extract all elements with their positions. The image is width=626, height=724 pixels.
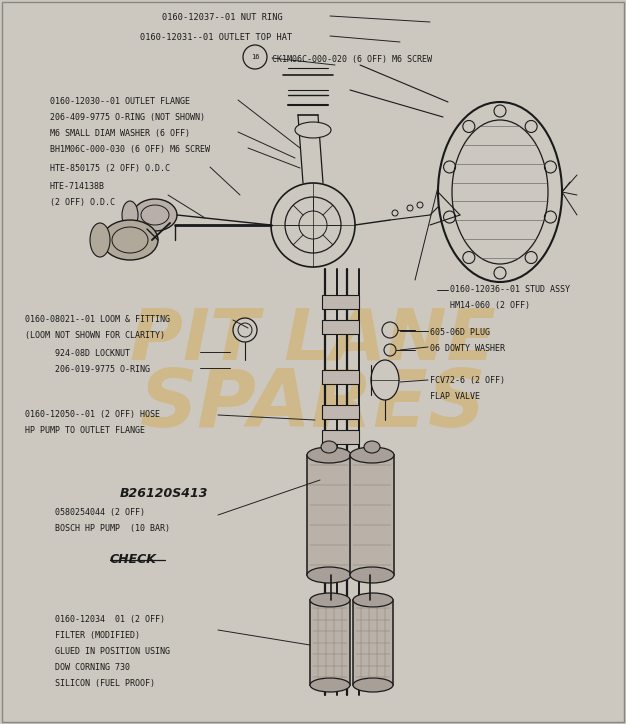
- Ellipse shape: [353, 593, 393, 607]
- Ellipse shape: [371, 360, 399, 400]
- Circle shape: [233, 318, 257, 342]
- Text: CK1M06C-000-020 (6 OFF) M6 SCREW: CK1M06C-000-020 (6 OFF) M6 SCREW: [272, 55, 432, 64]
- Bar: [322, 405, 359, 419]
- Text: HP PUMP TO OUTLET FLANGE: HP PUMP TO OUTLET FLANGE: [25, 426, 145, 435]
- Ellipse shape: [102, 220, 158, 260]
- Text: B26120S413: B26120S413: [120, 487, 208, 500]
- Text: HTE-714138B: HTE-714138B: [50, 182, 105, 191]
- Text: 206-409-9775 O-RING (NOT SHOWN): 206-409-9775 O-RING (NOT SHOWN): [50, 113, 205, 122]
- Text: PIT LANE: PIT LANE: [130, 306, 496, 375]
- Bar: [350, 455, 394, 575]
- Ellipse shape: [438, 102, 562, 282]
- Ellipse shape: [310, 678, 350, 692]
- Bar: [322, 295, 359, 309]
- Text: SPARES: SPARES: [140, 366, 486, 445]
- Bar: [322, 430, 359, 444]
- Ellipse shape: [122, 201, 138, 229]
- Text: 924-08D LOCKNUT: 924-08D LOCKNUT: [55, 349, 130, 358]
- Text: CHECK: CHECK: [110, 553, 157, 566]
- Ellipse shape: [133, 199, 177, 231]
- Text: FILTER (MODIFIED): FILTER (MODIFIED): [55, 631, 140, 640]
- Text: 0580254044 (2 OFF): 0580254044 (2 OFF): [55, 508, 145, 517]
- Text: FLAP VALVE: FLAP VALVE: [430, 392, 480, 401]
- Circle shape: [271, 183, 355, 267]
- Ellipse shape: [307, 447, 351, 463]
- Ellipse shape: [353, 678, 393, 692]
- Bar: [322, 320, 359, 334]
- Text: SILICON (FUEL PROOF): SILICON (FUEL PROOF): [55, 679, 155, 688]
- Text: (LOOM NOT SHOWN FOR CLARITY): (LOOM NOT SHOWN FOR CLARITY): [25, 331, 165, 340]
- Text: FCV72-6 (2 OFF): FCV72-6 (2 OFF): [430, 376, 505, 385]
- Text: (2 OFF) O.D.C: (2 OFF) O.D.C: [50, 198, 115, 207]
- Text: 0160-12050--01 (2 OFF) HOSE: 0160-12050--01 (2 OFF) HOSE: [25, 410, 160, 419]
- Ellipse shape: [321, 441, 337, 453]
- Text: 0160-08021--01 LOOM & FITTING: 0160-08021--01 LOOM & FITTING: [25, 315, 170, 324]
- Text: BH1M06C-000-030 (6 OFF) M6 SCREW: BH1M06C-000-030 (6 OFF) M6 SCREW: [50, 145, 210, 154]
- Ellipse shape: [307, 567, 351, 583]
- Bar: [310, 600, 350, 685]
- Text: DOW CORNING 730: DOW CORNING 730: [55, 663, 130, 672]
- Ellipse shape: [364, 441, 380, 453]
- Ellipse shape: [350, 447, 394, 463]
- Text: 0160-12030--01 OUTLET FLANGE: 0160-12030--01 OUTLET FLANGE: [50, 97, 190, 106]
- Text: 0160-12036--01 STUD ASSY: 0160-12036--01 STUD ASSY: [450, 285, 570, 294]
- Ellipse shape: [90, 223, 110, 257]
- Text: HM14-060 (2 OFF): HM14-060 (2 OFF): [450, 301, 530, 310]
- Ellipse shape: [295, 122, 331, 138]
- Ellipse shape: [350, 567, 394, 583]
- Bar: [353, 600, 393, 685]
- Ellipse shape: [310, 593, 350, 607]
- Text: 0160-12037--01 NUT RING: 0160-12037--01 NUT RING: [162, 13, 283, 22]
- Text: 605-06D PLUG: 605-06D PLUG: [430, 328, 490, 337]
- Text: HTE-850175 (2 OFF) O.D.C: HTE-850175 (2 OFF) O.D.C: [50, 164, 170, 173]
- Text: GLUED IN POSITION USING: GLUED IN POSITION USING: [55, 647, 170, 656]
- Text: 06 DOWTY WASHER: 06 DOWTY WASHER: [430, 344, 505, 353]
- Text: BOSCH HP PUMP  (10 BAR): BOSCH HP PUMP (10 BAR): [55, 524, 170, 533]
- Text: 206-019-9775 O-RING: 206-019-9775 O-RING: [55, 365, 150, 374]
- Text: 16: 16: [251, 54, 259, 60]
- Text: 0160-12034  01 (2 OFF): 0160-12034 01 (2 OFF): [55, 615, 165, 624]
- Text: 0160-12031--01 OUTLET TOP HAT: 0160-12031--01 OUTLET TOP HAT: [140, 33, 292, 42]
- Bar: [322, 370, 359, 384]
- Text: M6 SMALL DIAM WASHER (6 OFF): M6 SMALL DIAM WASHER (6 OFF): [50, 129, 190, 138]
- Bar: [307, 455, 351, 575]
